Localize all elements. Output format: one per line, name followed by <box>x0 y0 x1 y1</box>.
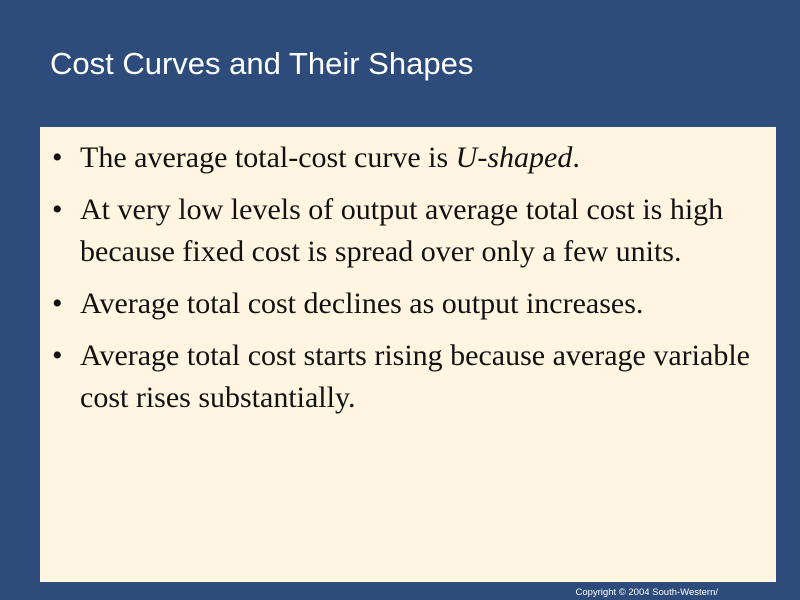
bullet-item: Average total cost starts rising because… <box>50 335 754 419</box>
bullet-item: At very low levels of output average tot… <box>50 189 754 273</box>
bullet-text: Average total cost starts rising because… <box>80 339 750 414</box>
bullet-text: At very low levels of output average tot… <box>80 193 724 268</box>
copyright: Copyright © 2004 South-Western/ <box>575 587 718 598</box>
bullet-text: The average total-cost curve is <box>80 141 449 174</box>
slide-title: Cost Curves and Their Shapes <box>50 46 474 81</box>
bullet-end: . <box>572 141 580 174</box>
bullet-emphasis: U-shaped <box>455 141 573 174</box>
content-panel: The average total-cost curve is U-shaped… <box>40 127 776 582</box>
bullet-item: The average total-cost curve is U-shaped… <box>50 137 754 179</box>
bullet-list: The average total-cost curve is U-shaped… <box>50 137 754 419</box>
bullet-text: Average total cost declines as output in… <box>80 287 644 320</box>
bullet-item: Average total cost declines as output in… <box>50 283 754 325</box>
